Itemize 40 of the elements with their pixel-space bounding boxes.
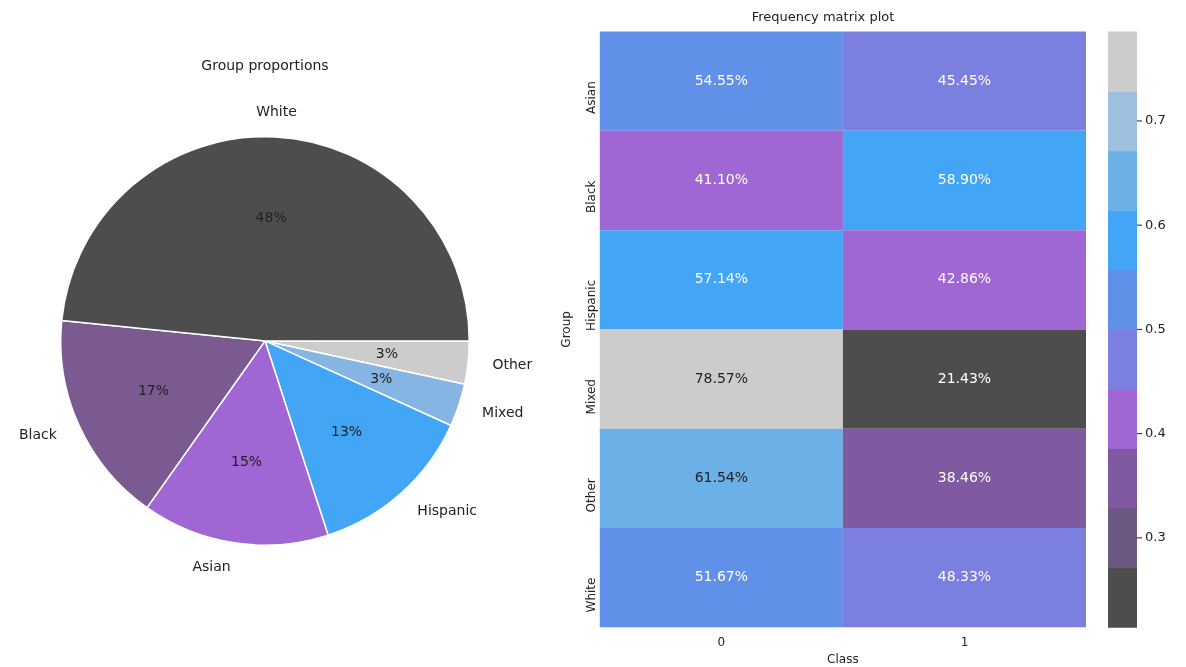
- data-label: 54.55%: [694, 71, 749, 88]
- data-label: 3%: [375, 344, 398, 361]
- data-label: 13%: [331, 422, 363, 439]
- y-tick-label: Asian: [583, 81, 598, 114]
- color-bar-label: 0.3: [1145, 529, 1166, 545]
- slice-label: White: [256, 103, 297, 120]
- data-label: 57.14%: [694, 270, 749, 287]
- data-label: 61.54%: [694, 468, 749, 485]
- y-tick-label: White: [583, 577, 598, 613]
- data-label: 42.86%: [937, 270, 992, 287]
- data-label: 45.45%: [937, 71, 992, 88]
- data-label: 41.10%: [694, 171, 749, 188]
- y-tick-label: Mixed: [583, 379, 598, 415]
- color-bar-label: 0.6: [1145, 216, 1166, 232]
- data-label: 48.33%: [937, 568, 992, 585]
- color-bar-label: 0.7: [1145, 112, 1166, 128]
- slice-label: Mixed: [482, 403, 524, 420]
- data-label: 38.46%: [937, 468, 992, 485]
- slice-label: Other: [492, 355, 533, 372]
- data-label: 51.67%: [694, 568, 749, 585]
- data-label: 58.90%: [937, 171, 992, 188]
- y-tick-label: Other: [583, 478, 598, 513]
- x-tick-label: 1: [960, 634, 969, 649]
- data-label: 21.43%: [937, 369, 992, 386]
- color-bar-label: 0.5: [1145, 320, 1166, 336]
- y-tick-label: Hispanic: [583, 279, 598, 331]
- x-axis-title: Class: [827, 651, 859, 666]
- x-tick-label: 0: [717, 634, 726, 649]
- data-label: 78.57%: [694, 369, 749, 386]
- color-bar-label: 0.4: [1145, 425, 1166, 441]
- y-tick-label: Black: [583, 180, 598, 213]
- y-axis-title: Group: [559, 311, 574, 348]
- data-label: 15%: [231, 452, 263, 469]
- data-label: 3%: [370, 370, 393, 387]
- slice-label: Hispanic: [417, 502, 477, 519]
- data-label: 17%: [137, 382, 170, 399]
- chart-title: Frequency matrix plot: [751, 9, 895, 25]
- chart-title: Group proportions: [201, 57, 329, 74]
- slice-label: Asian: [192, 557, 231, 574]
- slice-label: Black: [18, 426, 58, 443]
